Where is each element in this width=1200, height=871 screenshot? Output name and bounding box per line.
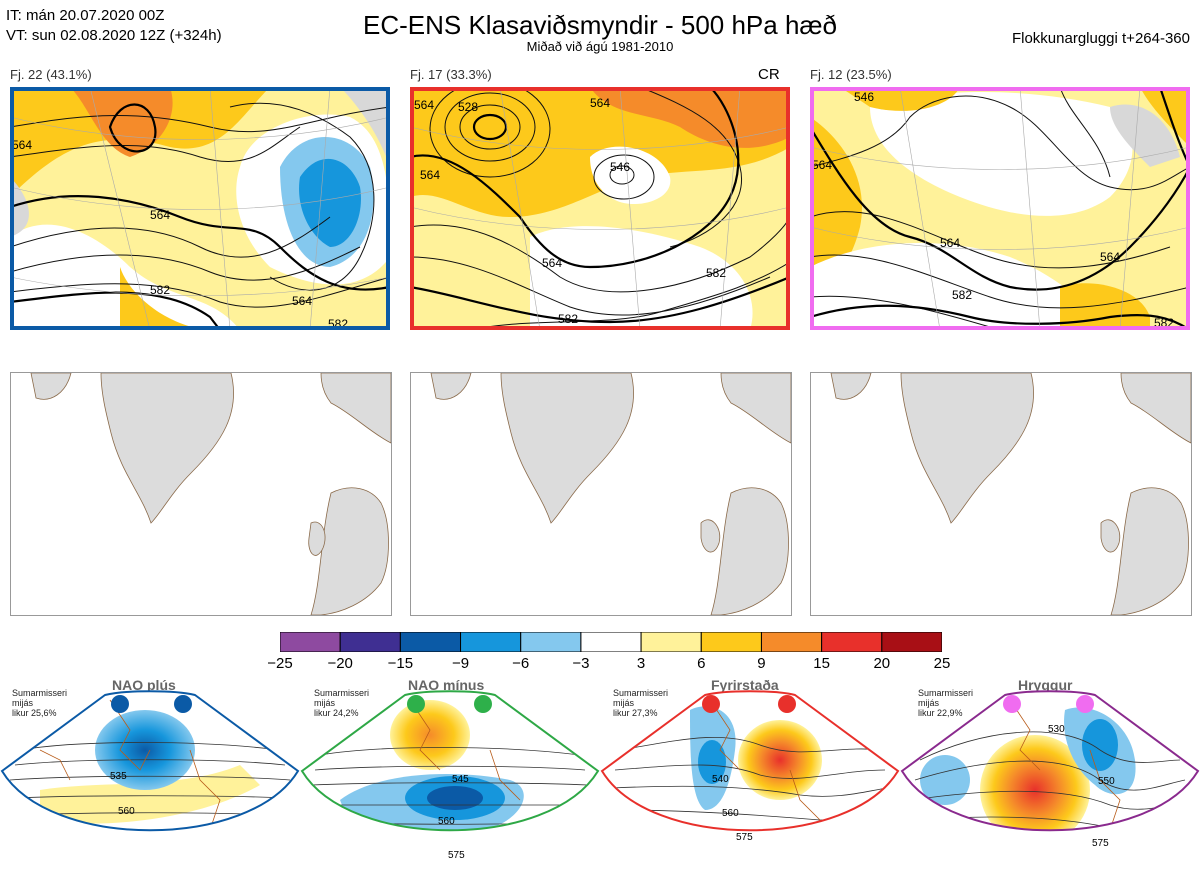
colorbar-tick-label: 6 xyxy=(697,655,706,672)
cluster-3-label: Fj. 12 (23.5%) xyxy=(810,67,892,82)
contour-label: 564 xyxy=(542,256,562,270)
empty-map-1 xyxy=(10,372,392,616)
colorbar-swatch xyxy=(520,631,582,653)
contour-label: 582 xyxy=(952,288,972,302)
regime-2-title: NAO mínus xyxy=(408,677,485,693)
regime-3-dot xyxy=(778,695,796,713)
colorbar-swatch xyxy=(700,631,762,653)
contour-label: 564 xyxy=(414,98,434,112)
valid-time: VT: sun 02.08.2020 12Z (+324h) xyxy=(6,27,222,44)
cluster-2-map: 564 528 564 546 564 564 582 582 xyxy=(410,87,790,330)
regime-4-title: Hryggur xyxy=(1018,677,1073,693)
contour-label: 540 xyxy=(712,774,729,785)
contour-label: 582 xyxy=(706,266,726,280)
regime-4-dot xyxy=(1076,695,1094,713)
colorbar-tick-label: 25 xyxy=(933,655,951,672)
contour-label: 530 xyxy=(1048,724,1065,735)
contour-label: 560 xyxy=(118,806,135,817)
colorbar-swatch xyxy=(399,631,462,653)
colorbar xyxy=(279,631,943,653)
regime-4-dot xyxy=(1003,695,1021,713)
contour-label: 528 xyxy=(458,100,478,114)
cluster-1-frame xyxy=(10,87,390,330)
regime-1-frame xyxy=(0,690,300,832)
cluster-1-label: Fj. 22 (43.1%) xyxy=(10,67,92,82)
colorbar-swatch xyxy=(760,631,823,653)
contour-label: 564 xyxy=(1100,250,1120,264)
regime-3-frame xyxy=(600,690,900,832)
contour-label: 564 xyxy=(590,96,610,110)
contour-label: 582 xyxy=(558,312,578,326)
initial-time: IT: mán 20.07.2020 00Z xyxy=(6,7,165,24)
contour-label: 560 xyxy=(722,808,739,819)
regime-4-note: Sumarmisseri mijás likur 22,9% xyxy=(918,688,974,718)
cluster-1-map: 564 564 582 564 582 xyxy=(10,87,390,330)
contour-label: 546 xyxy=(854,90,874,104)
cluster-3-frame xyxy=(810,87,1190,330)
contour-label: 575 xyxy=(448,850,465,861)
colorbar-tick-label: −25 xyxy=(267,655,293,672)
contour-label: 575 xyxy=(736,832,753,843)
contour-label: 575 xyxy=(1092,838,1109,849)
regime-2-dot xyxy=(474,695,492,713)
contour-label: 582 xyxy=(150,283,170,297)
empty-map-2 xyxy=(410,372,792,616)
regime-2-frame xyxy=(300,690,600,832)
cluster-2-frame xyxy=(410,87,790,330)
contour-label: 564 xyxy=(292,294,312,308)
empty-map-3 xyxy=(810,372,1192,616)
colorbar-tick-label: −9 xyxy=(451,655,470,672)
contour-label: 564 xyxy=(12,138,32,152)
classification-window: Flokkunargluggi t+264-360 xyxy=(1011,30,1190,47)
regime-3-title: Fyrirstaða xyxy=(711,677,779,693)
colorbar-swatch xyxy=(640,631,702,653)
contour-label: 535 xyxy=(110,771,127,782)
contour-label: 560 xyxy=(438,816,455,827)
regime-1-dot xyxy=(111,695,129,713)
colorbar-tick-label: 3 xyxy=(636,655,646,672)
colorbar-swatch xyxy=(881,631,943,653)
regime-1-dot xyxy=(174,695,192,713)
regime-maps: 535 560 545 560 575 xyxy=(0,690,1200,861)
contour-label: 564 xyxy=(812,158,832,172)
contour-label: 564 xyxy=(150,208,170,222)
colorbar-swatch xyxy=(580,631,642,653)
page-subtitle: Miðað við ágú 1981-2010 xyxy=(526,39,674,54)
contour-label: 564 xyxy=(420,168,440,182)
colorbar-swatch xyxy=(339,631,401,653)
regime-2-dot xyxy=(407,695,425,713)
contour-label: 550 xyxy=(1098,776,1115,787)
regime-1-note: Sumarmisseri mijás likur 25,6% xyxy=(12,688,68,718)
colorbar-tick-label: −6 xyxy=(512,655,530,672)
colorbar-tick-label: −3 xyxy=(572,655,590,672)
cluster-2-label: Fj. 17 (33.3%) xyxy=(410,67,492,82)
regime-3-dot xyxy=(702,695,720,713)
colorbar-swatch xyxy=(279,631,341,653)
colorbar-tick-label: −20 xyxy=(327,655,353,672)
cluster-3-map: 546 564 564 582 582 564 xyxy=(810,87,1190,330)
colorbar-swatch xyxy=(460,631,522,653)
run-info: IT: mán 20.07.2020 00Z VT: sun 02.08.202… xyxy=(6,6,222,46)
colorbar-swatch xyxy=(821,631,883,653)
colorbar-tick-label: 15 xyxy=(813,655,830,672)
regime-4-frame xyxy=(900,690,1200,832)
regime-3-note: Sumarmisseri mijás likur 27,3% xyxy=(613,688,669,718)
colorbar-tick-label: 9 xyxy=(757,655,766,672)
regime-2-note: Sumarmisseri mijás likur 24,2% xyxy=(314,688,370,718)
contour-label: 564 xyxy=(940,236,960,250)
contour-label: 546 xyxy=(610,160,630,174)
colorbar-tick-label: −15 xyxy=(387,655,414,672)
contour-label: 545 xyxy=(452,774,469,785)
cluster-2-cr-tag: CR xyxy=(758,66,780,83)
page-title: EC-ENS Klasaviðsmyndir - 500 hPa hæð xyxy=(363,10,837,40)
regime-1-title: NAO plús xyxy=(112,677,176,693)
colorbar-tick-label: 20 xyxy=(873,655,891,672)
